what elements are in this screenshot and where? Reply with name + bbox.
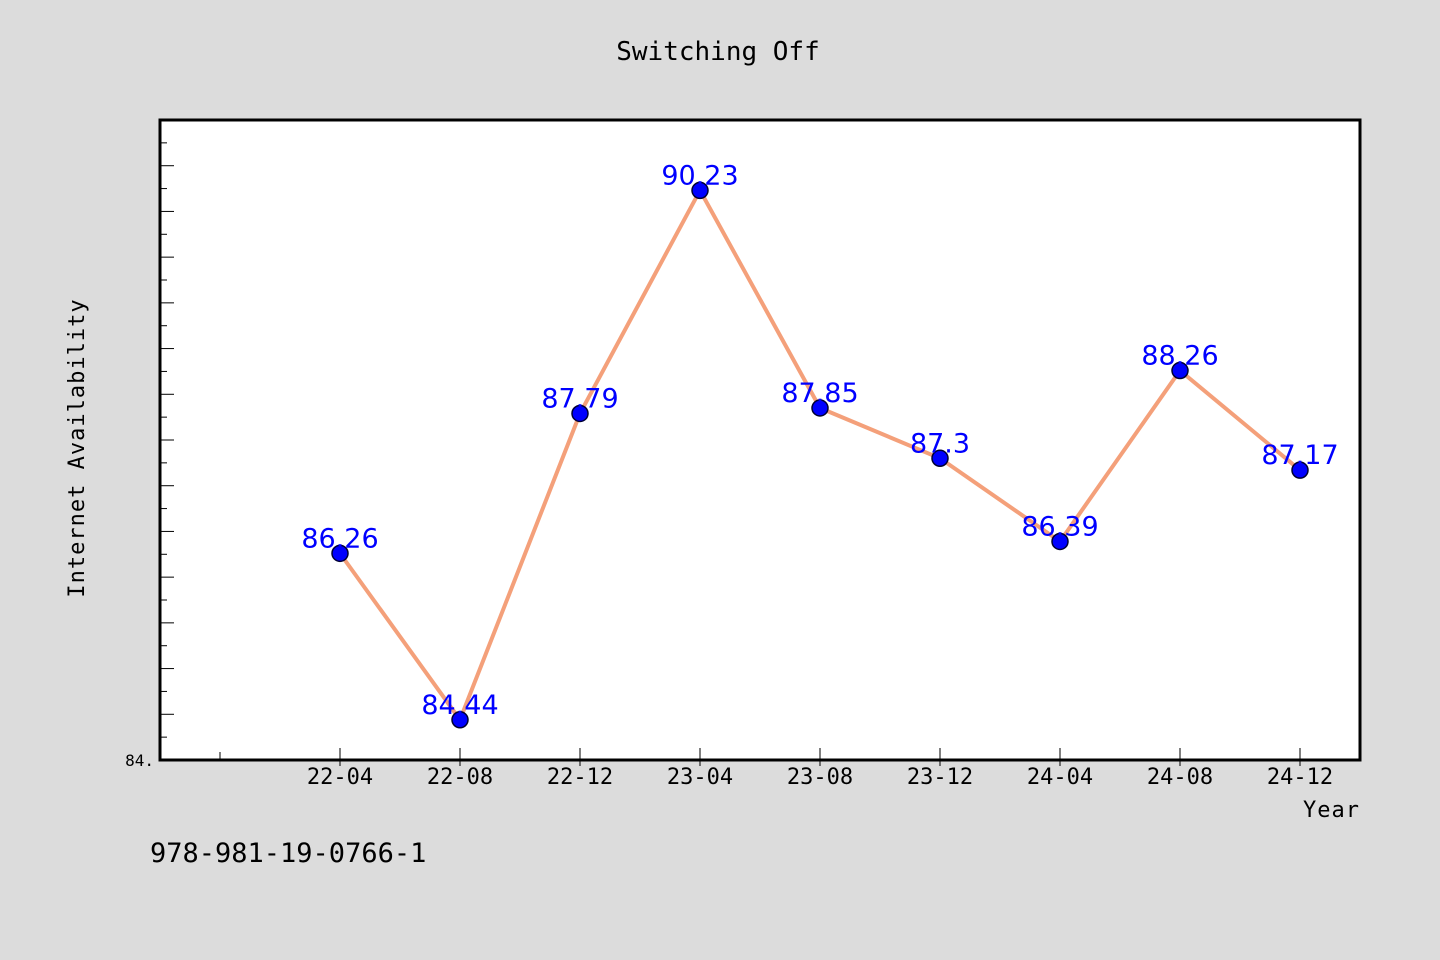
data-label: 87.17 [1261, 440, 1338, 471]
data-point [1051, 532, 1069, 551]
data-label: 87.85 [781, 378, 858, 409]
data-point [331, 544, 349, 563]
y-axis-ticks: 84. [125, 119, 174, 770]
chart-title: Switching Off [616, 37, 820, 67]
data-point [931, 449, 949, 468]
x-tick-label: 24-08 [1147, 765, 1213, 790]
data-point [1291, 461, 1309, 479]
x-tick-label: 23-04 [667, 765, 733, 790]
x-tick-label: 24-12 [1267, 765, 1333, 790]
data-point [451, 711, 469, 729]
data-point [571, 404, 589, 423]
data-label: 87.3 [910, 428, 970, 459]
data-point [1171, 361, 1189, 380]
data-label: 90.23 [661, 160, 738, 191]
x-tick-label: 23-12 [907, 765, 973, 790]
caption-text: 978-981-19-0766-1 [150, 838, 426, 869]
y-tick-label: 84. [125, 751, 154, 770]
x-tick-label: 22-08 [427, 765, 493, 790]
data-label: 88.26 [1141, 341, 1218, 372]
data-point [811, 399, 829, 417]
data-label: 87.79 [541, 383, 618, 414]
x-tick-label: 24-04 [1027, 765, 1093, 790]
x-tick-label: 22-12 [547, 765, 613, 790]
data-label: 84.44 [421, 690, 498, 721]
y-axis-label: Internet Availability [65, 298, 90, 597]
data-point [691, 181, 709, 200]
series: 86.26 84.44 87.79 90.23 87.85 87.3 86.39 88.26 8… [301, 160, 1339, 729]
x-tick-label: 23-08 [787, 765, 853, 790]
x-tick-label: 22-04 [307, 765, 373, 790]
data-label: 86.39 [1021, 511, 1098, 542]
x-axis-label: Year [1303, 798, 1360, 823]
x-axis-ticks: 22-04 22-08 22-12 23-04 23-08 23-12 24-04 24-08… [219, 748, 1333, 790]
data-label: 86.26 [301, 523, 378, 554]
plot-area [158, 118, 1362, 762]
